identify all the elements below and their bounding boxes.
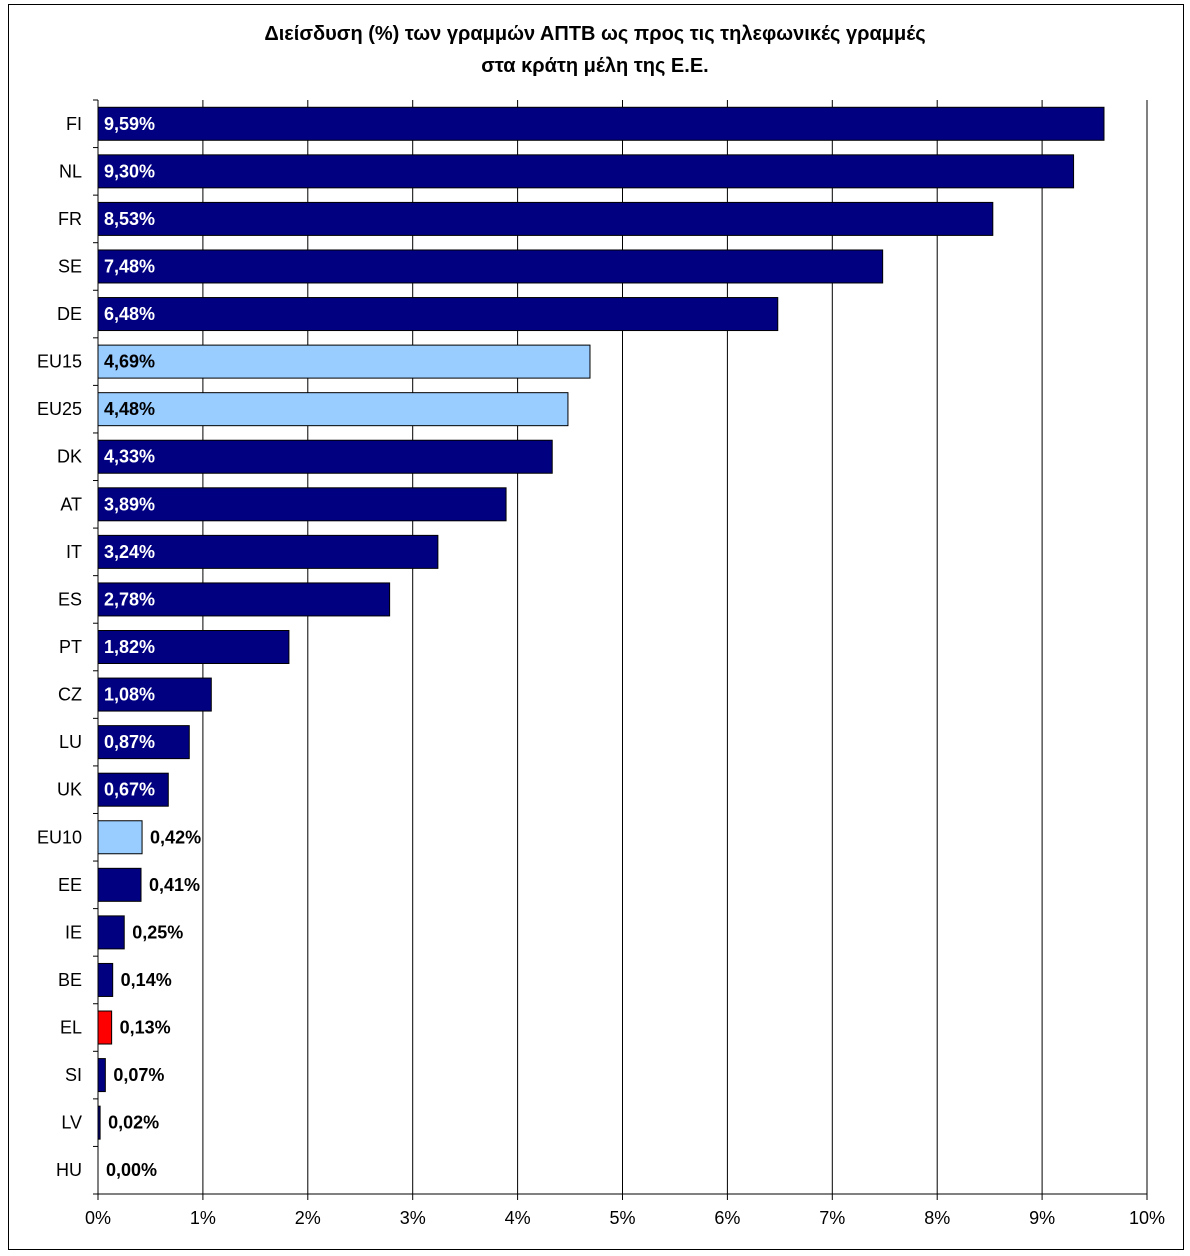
chart-title-line-1: Διείσδυση (%) των γραμμών ΑΠΤΒ ως προς τ… bbox=[264, 23, 926, 45]
category-label-pt: PT bbox=[59, 637, 82, 657]
x-tick-label: 4% bbox=[505, 1208, 531, 1228]
x-tick-label: 0% bbox=[85, 1208, 111, 1228]
category-label-be: BE bbox=[58, 970, 82, 990]
bar-se bbox=[97, 249, 884, 284]
x-tick-label: 2% bbox=[295, 1208, 321, 1228]
bar-es bbox=[97, 582, 391, 617]
bar-be bbox=[97, 962, 114, 997]
category-label-ee: EE bbox=[58, 875, 82, 895]
category-label-es: ES bbox=[58, 589, 82, 609]
data-label-it: 3,24% bbox=[104, 542, 155, 562]
category-label-eu25: EU25 bbox=[37, 399, 82, 419]
bar-pt bbox=[97, 630, 290, 664]
x-tick-label: 6% bbox=[714, 1208, 740, 1228]
data-label-de: 6,48% bbox=[104, 304, 155, 324]
data-label-eu15: 4,69% bbox=[104, 352, 155, 372]
category-label-si: SI bbox=[65, 1065, 82, 1085]
data-label-fi: 9,59% bbox=[104, 114, 155, 134]
x-tick-label: 5% bbox=[609, 1208, 635, 1228]
category-label-nl: NL bbox=[59, 161, 82, 181]
category-label-it: IT bbox=[66, 542, 82, 562]
bar-ie bbox=[97, 915, 125, 950]
data-label-hu: 0,00% bbox=[106, 1160, 157, 1180]
bar-ee bbox=[97, 867, 142, 902]
data-label-cz: 1,08% bbox=[104, 685, 155, 705]
x-tick-label: 10% bbox=[1129, 1208, 1165, 1228]
x-tick-labels: 0% 1% 2% 3% 4% 5% 6% 7% 8% 9% 10% bbox=[85, 1208, 1165, 1228]
bars bbox=[97, 106, 1105, 1140]
bar-it bbox=[97, 534, 439, 569]
bar-de bbox=[97, 297, 779, 332]
category-label-eu10: EU10 bbox=[37, 827, 82, 847]
x-tick-label: 3% bbox=[400, 1208, 426, 1228]
bar-eu25 bbox=[97, 392, 569, 427]
category-label-eu15: EU15 bbox=[37, 352, 82, 372]
data-label-fr: 8,53% bbox=[104, 209, 155, 229]
category-label-dk: DK bbox=[57, 447, 82, 467]
category-label-lv: LV bbox=[61, 1113, 82, 1133]
data-label-eu25: 4,48% bbox=[104, 399, 155, 419]
x-tick-label: 9% bbox=[1029, 1208, 1055, 1228]
bar-lu bbox=[97, 725, 190, 760]
data-label-eu10: 0,42% bbox=[150, 827, 201, 847]
bar-nl bbox=[97, 154, 1075, 189]
bar-si bbox=[97, 1058, 106, 1093]
chart-title: Διείσδυση (%) των γραμμών ΑΠΤΒ ως προς τ… bbox=[0, 18, 1190, 82]
category-label-uk: UK bbox=[57, 780, 82, 800]
bar-eu10 bbox=[97, 820, 143, 855]
x-tick-label: 7% bbox=[819, 1208, 845, 1228]
chart-title-line-2: στα κράτη μέλη της Ε.Ε. bbox=[481, 55, 709, 77]
x-tick-label: 8% bbox=[924, 1208, 950, 1228]
data-label-be: 0,14% bbox=[121, 970, 172, 990]
bar-fi bbox=[97, 106, 1105, 141]
data-label-el: 0,13% bbox=[120, 1018, 171, 1038]
data-labels: 9,59% 9,30% 8,53% 7,48% 6,48% 4,69% 4,48% 4,33%… bbox=[104, 114, 201, 1180]
axes bbox=[93, 99, 1148, 1200]
category-labels: FI NL FR SE DE EU15 EU25 DK AT IT ES PT CZ LU UK EU10 EE… bbox=[37, 114, 82, 1180]
bar-cz bbox=[97, 677, 212, 712]
data-label-se: 7,48% bbox=[104, 256, 155, 276]
category-label-fr: FR bbox=[58, 209, 82, 229]
data-label-lu: 0,87% bbox=[104, 732, 155, 752]
data-label-lv: 0,02% bbox=[108, 1113, 159, 1133]
data-label-pt: 1,82% bbox=[104, 637, 155, 657]
data-label-nl: 9,30% bbox=[104, 161, 155, 181]
bar-fr bbox=[97, 201, 994, 236]
bar-eu15 bbox=[97, 344, 591, 379]
category-label-ie: IE bbox=[65, 922, 82, 942]
category-label-cz: CZ bbox=[58, 685, 82, 705]
bar-at bbox=[97, 487, 507, 522]
data-label-si: 0,07% bbox=[113, 1065, 164, 1085]
bar-uk bbox=[97, 772, 169, 807]
category-label-at: AT bbox=[60, 494, 82, 514]
data-label-at: 3,89% bbox=[104, 494, 155, 514]
category-label-hu: HU bbox=[56, 1160, 82, 1180]
data-label-dk: 4,33% bbox=[104, 447, 155, 467]
bar-dk bbox=[97, 439, 553, 474]
category-label-de: DE bbox=[57, 304, 82, 324]
category-label-fi: FI bbox=[66, 114, 82, 134]
category-label-lu: LU bbox=[59, 732, 82, 752]
category-label-se: SE bbox=[58, 256, 82, 276]
data-label-ie: 0,25% bbox=[132, 922, 183, 942]
data-label-ee: 0,41% bbox=[149, 875, 200, 895]
data-label-uk: 0,67% bbox=[104, 780, 155, 800]
bar-el bbox=[97, 1010, 113, 1045]
x-tick-label: 1% bbox=[190, 1208, 216, 1228]
data-label-es: 2,78% bbox=[104, 589, 155, 609]
category-label-el: EL bbox=[60, 1018, 82, 1038]
